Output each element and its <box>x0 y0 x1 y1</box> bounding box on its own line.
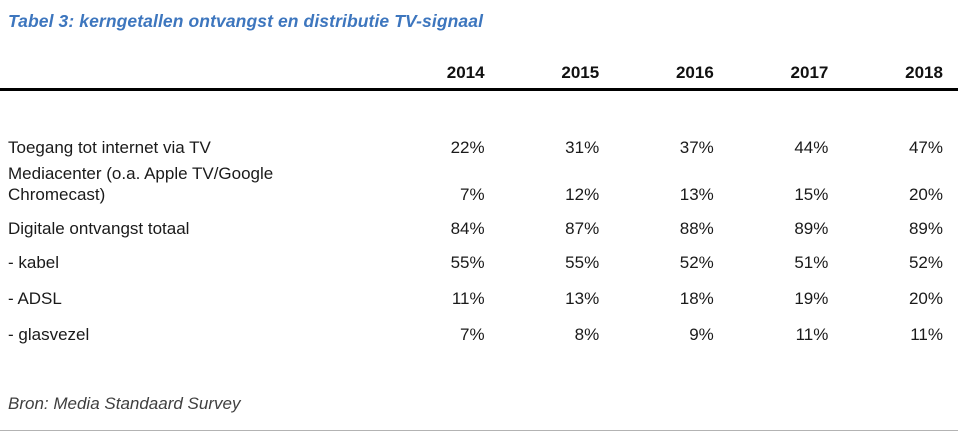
percent-cell: 84% <box>450 219 485 238</box>
percent-cell: 88% <box>679 219 714 238</box>
row-label-text: Mediacenter (o.a. Apple TV/Google Chrome… <box>8 164 274 204</box>
table-row-kabel: - kabel 55% 55% 52% 51% 52% <box>8 252 943 273</box>
row-label-text: Digitale ontvangst totaal <box>8 219 190 238</box>
percent-cell: 31% <box>565 138 600 157</box>
table-row-mediacenter: Mediacenter (o.a. Apple TV/Google Chrome… <box>8 163 943 205</box>
percent-cell: 18% <box>679 289 714 308</box>
percent-cell: 12% <box>565 185 600 204</box>
table-row-toegang-internet: Toegang tot internet via TV 22% 31% 37% … <box>8 137 943 158</box>
percent-cell: 87% <box>565 219 600 238</box>
percent-cell: 89% <box>794 219 829 238</box>
column-header-2018: 2018 <box>905 63 943 82</box>
percent-cell: 55% <box>450 253 485 272</box>
percent-cell: 51% <box>794 253 829 272</box>
percent-cell: 7% <box>460 185 485 204</box>
table-body: Toegang tot internet via TV 22% 31% 37% … <box>8 137 943 345</box>
percent-cell: 11% <box>451 289 485 308</box>
row-label-text: Toegang tot internet via TV <box>8 138 211 157</box>
row-label: Mediacenter (o.a. Apple TV/Google Chrome… <box>8 163 370 205</box>
column-header-2017: 2017 <box>790 63 829 82</box>
percent-cell: 11% <box>795 325 829 344</box>
percent-cell: 8% <box>574 325 600 344</box>
row-label: - ADSL <box>8 288 370 309</box>
percent-cell: 55% <box>565 253 600 272</box>
percent-cell: 13% <box>679 185 714 204</box>
row-label-text: - glasvezel <box>8 325 90 344</box>
table-header-row: 2014 2015 2016 2017 2018 <box>8 62 943 84</box>
percent-cell: 52% <box>679 253 714 272</box>
row-label: Digitale ontvangst totaal <box>8 218 370 239</box>
row-label-text: - kabel <box>8 253 60 272</box>
header-divider-rule <box>0 88 958 91</box>
row-label: - kabel <box>8 252 370 273</box>
percent-cell: 20% <box>908 185 943 204</box>
percent-cell: 20% <box>908 289 943 308</box>
percent-cell: 19% <box>794 289 829 308</box>
percent-cell: 7% <box>460 325 485 344</box>
percent-cell: 52% <box>908 253 943 272</box>
percent-cell: 44% <box>794 138 829 157</box>
table-row-digitale-ontvangst: Digitale ontvangst totaal 84% 87% 88% 89… <box>8 218 943 239</box>
percent-cell: 37% <box>679 138 714 157</box>
percent-cell: 9% <box>689 325 714 344</box>
table-caption: Tabel 3: kerngetallen ontvangst en distr… <box>8 11 484 31</box>
bottom-divider-rule <box>0 430 958 431</box>
row-label-text: - ADSL <box>8 289 62 308</box>
row-label: - glasvezel <box>8 324 370 345</box>
row-label: Toegang tot internet via TV <box>8 137 370 158</box>
column-header-2016: 2016 <box>675 63 714 82</box>
column-header-2014: 2014 <box>446 63 485 82</box>
source-note: Bron: Media Standaard Survey <box>8 394 241 413</box>
header-label-spacer <box>8 62 370 84</box>
table-row-glasvezel: - glasvezel 7% 8% 9% 11% 11% <box>8 324 943 345</box>
percent-cell: 47% <box>908 138 943 157</box>
percent-cell: 13% <box>565 289 600 308</box>
percent-cell: 15% <box>794 185 829 204</box>
column-header-2015: 2015 <box>561 63 600 82</box>
table-row-adsl: - ADSL 11% 13% 18% 19% 20% <box>8 288 943 309</box>
percent-cell: 89% <box>908 219 943 238</box>
percent-cell: 22% <box>450 138 485 157</box>
percent-cell: 11% <box>910 325 943 344</box>
